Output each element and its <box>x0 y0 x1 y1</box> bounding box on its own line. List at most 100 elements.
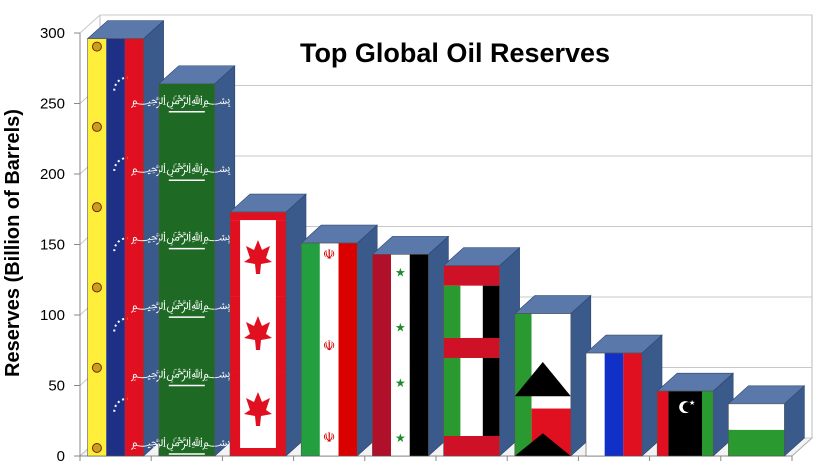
y-tick-label: 300 <box>40 25 65 42</box>
shahada-icon: ﷽ <box>131 229 231 246</box>
flag-stripe <box>124 38 144 456</box>
emblem-icon <box>91 282 102 293</box>
bar-canada <box>229 193 307 457</box>
bar-outline <box>728 403 785 457</box>
maple-leaf-icon <box>244 316 272 351</box>
takbir-icon: ★ <box>395 321 406 335</box>
maple-leaf-icon <box>244 240 272 275</box>
takbir-icon: ★ <box>395 376 406 390</box>
shahada-icon: ﷽ <box>131 92 231 109</box>
y-tick-label: 50 <box>48 378 65 395</box>
flag-stripe <box>702 391 714 456</box>
emblem-icon <box>91 41 102 52</box>
bar-outline <box>585 352 643 457</box>
flag-stripe <box>230 296 241 373</box>
flag-stripe <box>443 285 461 338</box>
flag-stripe <box>728 403 785 430</box>
stars-arc-icon <box>113 237 128 252</box>
flag-stripe <box>275 220 286 297</box>
bar-face-venezuela <box>87 38 144 456</box>
flag-stripe <box>443 436 500 456</box>
bar-face-nigeria <box>728 403 785 456</box>
gridline <box>79 14 812 34</box>
star-icon: ★ <box>689 399 695 407</box>
flag-stripe <box>230 212 286 221</box>
flag-stripe <box>391 254 410 456</box>
bar-uae <box>514 294 592 457</box>
stars-arc-icon <box>113 76 128 91</box>
y-tick-label: 100 <box>40 307 65 324</box>
emblem-icon <box>91 121 102 132</box>
bar-face-iraq: ★ ★ ★ ★ <box>372 254 429 456</box>
flag-stripe <box>372 254 392 456</box>
bar-face-iran: ☫ ☫ ☫ <box>301 243 358 456</box>
flag-stripe <box>275 372 286 448</box>
takbir-icon: ★ <box>395 431 406 445</box>
flag-stripe <box>623 353 642 456</box>
flag-stripe <box>443 265 500 286</box>
takbir-icon: ★ <box>395 265 406 279</box>
emblem-icon <box>91 362 102 373</box>
flag-stripe <box>586 353 605 456</box>
flag-stripe <box>87 38 107 456</box>
flag-stripe <box>443 357 461 436</box>
bar-kuwait <box>442 246 521 457</box>
bar-face-canada <box>230 212 286 456</box>
bar-outline <box>372 254 429 457</box>
bar-face-libya: ★ <box>657 391 714 456</box>
bar-iraq: ★ ★ ★ ★ <box>371 235 450 457</box>
stars-arc-icon <box>113 156 128 172</box>
chart-title: Top Global Oil Reserves <box>300 38 610 68</box>
flag-stripe <box>301 243 320 456</box>
emblem-icon: ☫ <box>323 246 336 262</box>
flag-chevron <box>514 433 571 456</box>
emblem-icon: ☫ <box>323 429 336 445</box>
bar-nigeria <box>727 385 806 457</box>
bars-layer: ﷽ ﷽ ﷽ ﷽ ﷽ ﷽ ☫ ☫ ☫ ★ ★ ★ ★ ★ <box>86 19 806 457</box>
flag-stripe <box>106 38 125 456</box>
flag-stripe <box>230 448 286 456</box>
bar-outline <box>300 242 358 457</box>
flag-stripe <box>230 220 241 297</box>
emblem-icon <box>91 202 102 213</box>
shahada-icon: ﷽ <box>131 297 231 314</box>
y-tick-label: 0 <box>57 448 65 462</box>
flag-stripe <box>443 337 500 358</box>
flag-stripe <box>604 353 624 456</box>
shahada-icon: ﷽ <box>131 434 231 451</box>
bar-face-russia <box>586 353 642 456</box>
bar-outline <box>656 390 714 457</box>
bar-outline <box>158 83 216 457</box>
bar-russia <box>585 334 663 457</box>
flag-stripe <box>728 429 785 456</box>
flag-stripe <box>482 285 500 338</box>
flag-stripe <box>158 83 215 456</box>
flag-stripe <box>409 254 429 456</box>
flag-stripe <box>230 372 241 448</box>
flag-stripe <box>531 313 571 362</box>
stars-arc-icon <box>113 397 128 412</box>
stars-arc-icon <box>113 317 128 332</box>
flag-stripe <box>275 296 286 373</box>
flag-stripe <box>319 243 339 456</box>
bar-face-uae <box>514 313 571 456</box>
y-axis-label: Reserves (Billion of Barrels) <box>2 109 24 377</box>
emblem-icon <box>91 443 102 453</box>
y-tick-label: 200 <box>40 166 65 183</box>
bar-saudi-arabia: ﷽ ﷽ ﷽ ﷽ ﷽ ﷽ <box>131 65 236 457</box>
bar-iran: ☫ ☫ ☫ <box>300 224 378 457</box>
flag-stripe <box>657 391 669 456</box>
flag-stripe <box>482 357 500 436</box>
bar-face-kuwait <box>443 265 500 456</box>
bar-outline <box>229 211 287 457</box>
bar-libya: ★ <box>656 372 734 457</box>
y-tick-label: 150 <box>40 237 65 254</box>
flag-stripe <box>514 313 532 456</box>
shahada-icon: ﷽ <box>131 160 231 177</box>
emblem-icon: ☫ <box>323 338 336 354</box>
bar-face-saudi-arabia: ﷽ ﷽ ﷽ ﷽ ﷽ ﷽ <box>131 83 231 456</box>
shahada-icon: ﷽ <box>131 366 231 383</box>
y-tick-label: 250 <box>40 96 65 113</box>
